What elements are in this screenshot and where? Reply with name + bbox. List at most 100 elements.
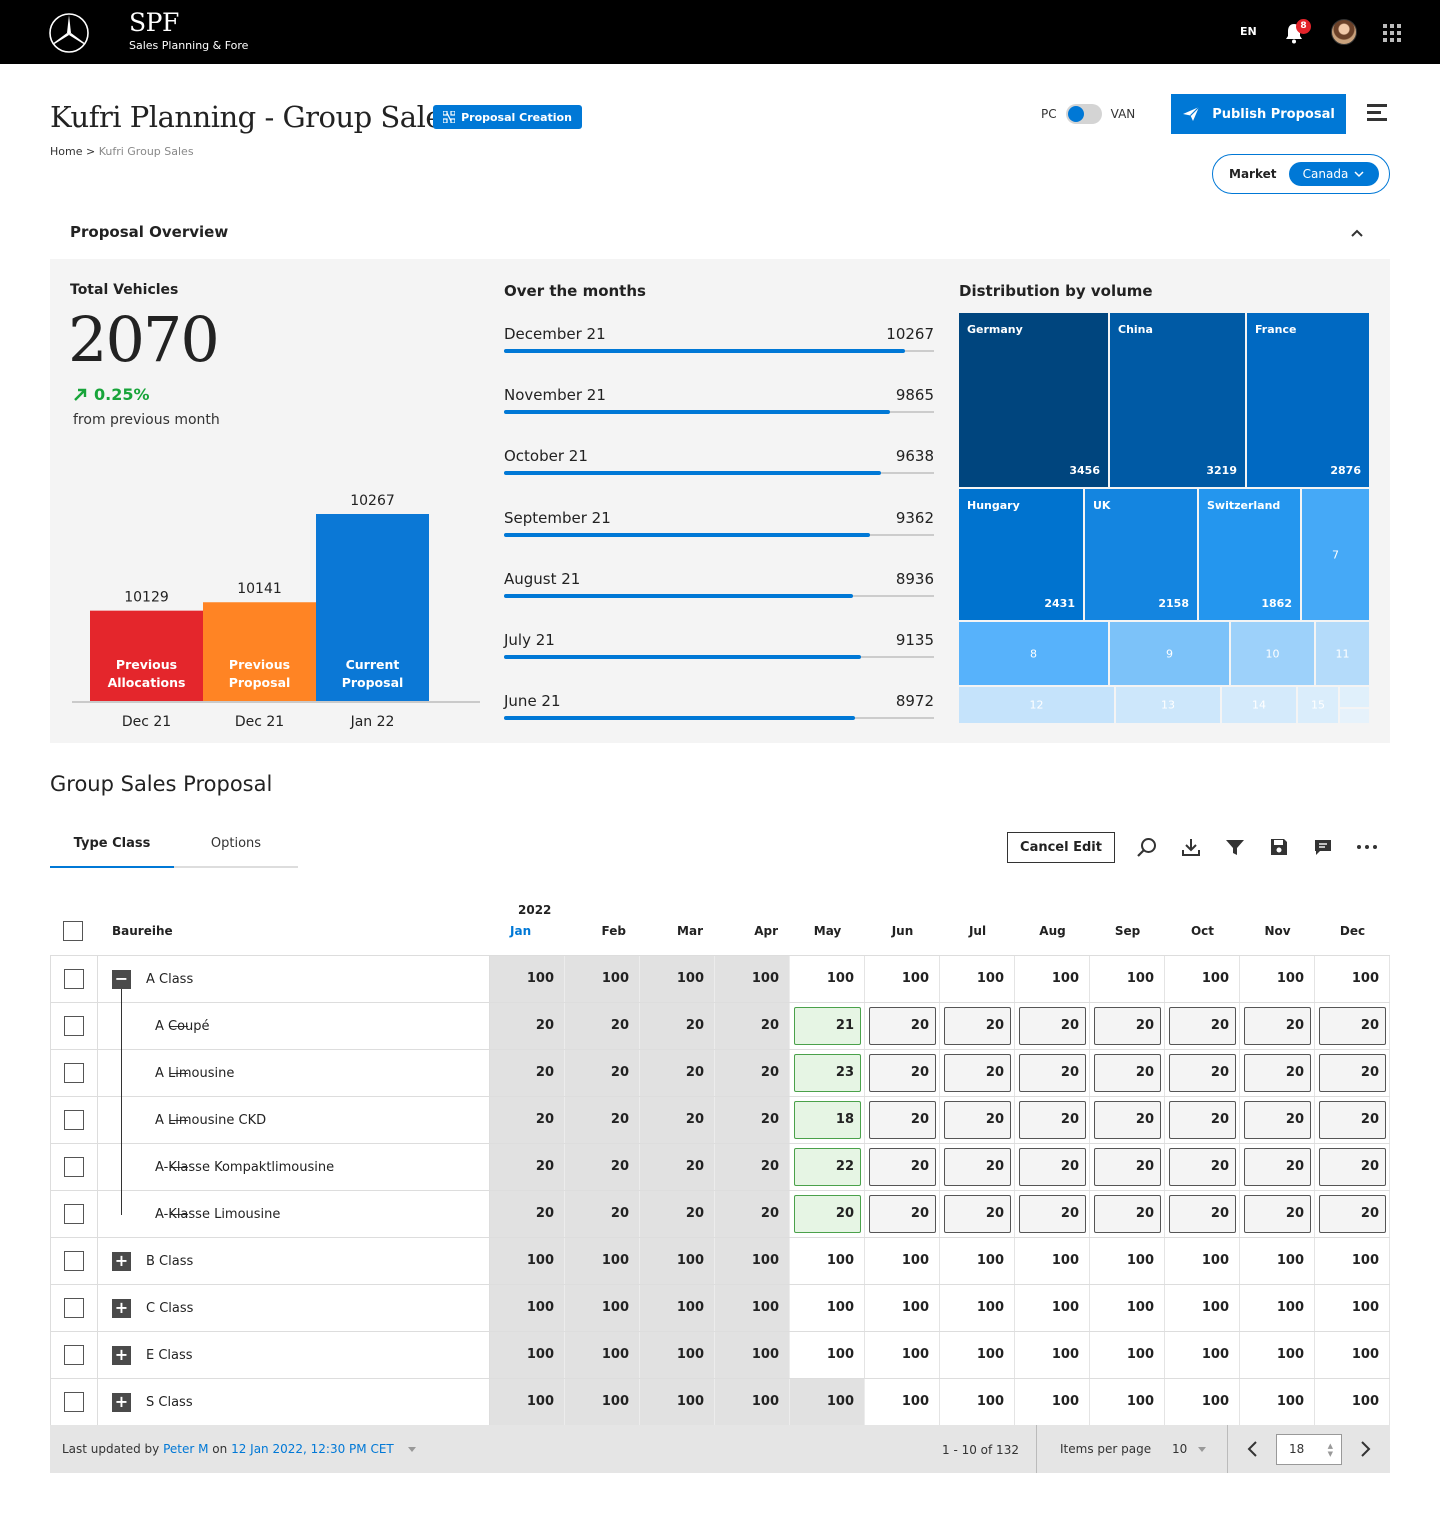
publish-proposal-button[interactable]: Publish Proposal: [1171, 94, 1346, 134]
updated-user-link[interactable]: Peter M: [163, 1442, 209, 1456]
column-header-month[interactable]: Jun: [891, 924, 914, 938]
value-input[interactable]: 18: [790, 1097, 865, 1143]
updated-time-link[interactable]: 12 Jan 2022, 12:30 PM CET: [231, 1442, 394, 1456]
value-input[interactable]: 20: [940, 1050, 1015, 1096]
value-input[interactable]: 20: [865, 1050, 940, 1096]
download-icon[interactable]: [1180, 836, 1202, 858]
treemap-cell[interactable]: France 2876: [1246, 312, 1370, 488]
value-input[interactable]: 20: [1090, 1003, 1165, 1049]
collapse-icon[interactable]: −: [112, 970, 131, 989]
treemap-cell[interactable]: 13: [1115, 686, 1221, 724]
value-input[interactable]: 22: [790, 1144, 865, 1190]
treemap-cell[interactable]: Switzerland 1862: [1198, 488, 1301, 621]
column-header-month[interactable]: Jul: [968, 924, 987, 938]
value-input[interactable]: 20: [940, 1191, 1015, 1237]
value-input-box[interactable]: 20: [1319, 1101, 1386, 1139]
column-header-month[interactable]: Dec: [1339, 924, 1366, 938]
value-input-box[interactable]: 20: [1019, 1054, 1086, 1092]
value-input[interactable]: 20: [1015, 1050, 1090, 1096]
value-input[interactable]: 20: [865, 1191, 940, 1237]
cancel-edit-button[interactable]: Cancel Edit: [1007, 832, 1115, 863]
pc-van-toggle[interactable]: PC VAN: [1041, 104, 1135, 124]
column-header-month[interactable]: Oct: [1190, 924, 1215, 938]
value-input-box[interactable]: 20: [1244, 1007, 1311, 1045]
value-input[interactable]: 20: [1015, 1144, 1090, 1190]
market-selector[interactable]: Market Canada: [1212, 154, 1390, 194]
value-input-box[interactable]: 20: [1319, 1195, 1386, 1233]
caret-down-icon[interactable]: [1198, 1447, 1206, 1452]
value-input-box[interactable]: 20: [794, 1195, 861, 1233]
value-input[interactable]: 20: [1165, 1050, 1240, 1096]
breadcrumb-home[interactable]: Home: [50, 145, 83, 158]
hamburger-menu-icon[interactable]: [1367, 104, 1389, 124]
value-input-box[interactable]: 20: [869, 1054, 936, 1092]
expand-icon[interactable]: +: [112, 1252, 131, 1271]
row-checkbox[interactable]: [64, 1298, 84, 1318]
value-input[interactable]: 20: [1165, 1191, 1240, 1237]
value-input[interactable]: 20: [940, 1097, 1015, 1143]
value-input[interactable]: 20: [1315, 1003, 1390, 1049]
value-input[interactable]: 20: [790, 1191, 865, 1237]
treemap-cell[interactable]: China 3219: [1109, 312, 1246, 488]
value-input[interactable]: 20: [1240, 1191, 1315, 1237]
value-input-box[interactable]: 20: [1244, 1195, 1311, 1233]
value-input-box[interactable]: 20: [1094, 1195, 1161, 1233]
value-input-box[interactable]: 21: [794, 1007, 861, 1045]
value-input-box[interactable]: 20: [1094, 1054, 1161, 1092]
value-input[interactable]: 20: [1090, 1144, 1165, 1190]
value-input-box[interactable]: 20: [1244, 1101, 1311, 1139]
treemap-cell[interactable]: UK 2158: [1084, 488, 1198, 621]
value-input-box[interactable]: 20: [944, 1054, 1011, 1092]
value-input[interactable]: 20: [1090, 1191, 1165, 1237]
row-checkbox[interactable]: [64, 1063, 84, 1083]
value-input-box[interactable]: 20: [1169, 1148, 1236, 1186]
toggle-switch[interactable]: [1065, 104, 1102, 124]
row-checkbox[interactable]: [64, 1204, 84, 1224]
value-input-box[interactable]: 20: [944, 1007, 1011, 1045]
value-input-box[interactable]: 20: [1169, 1054, 1236, 1092]
treemap-cell[interactable]: 12: [958, 686, 1115, 724]
items-per-page-select[interactable]: 10: [1172, 1442, 1188, 1456]
row-checkbox[interactable]: [64, 1016, 84, 1036]
comment-icon[interactable]: [1312, 836, 1334, 858]
value-input[interactable]: 20: [1165, 1144, 1240, 1190]
treemap-cell[interactable]: Hungary 2431: [958, 488, 1084, 621]
value-input-box[interactable]: 20: [1019, 1195, 1086, 1233]
user-avatar[interactable]: [1331, 19, 1357, 45]
column-header-month[interactable]: Jan: [510, 924, 532, 938]
value-input[interactable]: 20: [1315, 1097, 1390, 1143]
value-input[interactable]: 20: [1165, 1003, 1240, 1049]
row-checkbox[interactable]: [64, 1392, 84, 1412]
value-input[interactable]: 20: [1090, 1097, 1165, 1143]
treemap-cell[interactable]: [1339, 686, 1370, 708]
save-icon[interactable]: [1268, 836, 1290, 858]
value-input-box[interactable]: 20: [1019, 1007, 1086, 1045]
value-input-box[interactable]: 20: [1244, 1148, 1311, 1186]
value-input[interactable]: 20: [1240, 1144, 1315, 1190]
bar[interactable]: [203, 602, 316, 701]
spinner-icon[interactable]: ▲ ▼: [1327, 1442, 1333, 1458]
value-input-box[interactable]: 20: [1094, 1101, 1161, 1139]
value-input-box[interactable]: 20: [1169, 1007, 1236, 1045]
value-input-box[interactable]: 20: [869, 1195, 936, 1233]
market-dropdown[interactable]: Canada: [1288, 162, 1379, 186]
caret-down-icon[interactable]: [408, 1447, 416, 1452]
column-header-month[interactable]: Mar: [677, 924, 703, 938]
row-checkbox[interactable]: [64, 969, 84, 989]
expand-icon[interactable]: +: [112, 1299, 131, 1318]
brand-logo-icon[interactable]: [48, 12, 90, 54]
bar[interactable]: [90, 610, 203, 701]
tab-type-class[interactable]: Type Class: [50, 828, 174, 868]
expand-icon[interactable]: +: [112, 1346, 131, 1365]
treemap-cell[interactable]: 9: [1109, 621, 1230, 686]
chevron-right-icon[interactable]: [1358, 1440, 1372, 1458]
value-input-box[interactable]: 20: [869, 1148, 936, 1186]
value-input-box[interactable]: 20: [1319, 1054, 1386, 1092]
value-input[interactable]: 20: [865, 1144, 940, 1190]
value-input[interactable]: 20: [1240, 1003, 1315, 1049]
tab-options[interactable]: Options: [210, 836, 262, 851]
treemap-cell[interactable]: [1339, 708, 1370, 724]
language-selector[interactable]: EN: [1240, 25, 1257, 38]
select-all-checkbox[interactable]: [63, 921, 83, 941]
bar[interactable]: [316, 514, 429, 701]
